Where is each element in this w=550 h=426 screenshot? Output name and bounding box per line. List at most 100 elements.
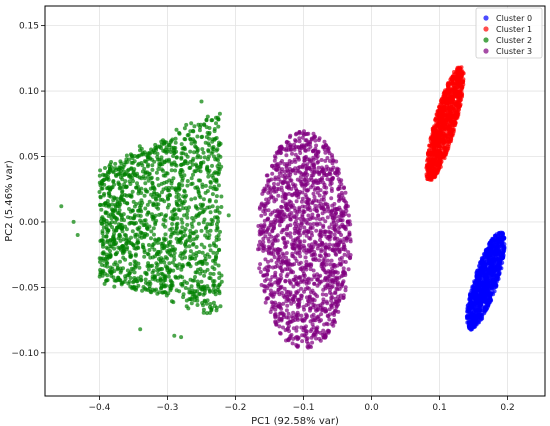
cluster-2-point [174, 236, 179, 241]
cluster-3-point [311, 155, 316, 160]
cluster-2-point [203, 190, 208, 195]
cluster-2-point [112, 246, 117, 251]
cluster-3-point [310, 322, 315, 327]
cluster-3-point [272, 290, 277, 295]
cluster-3-point [323, 150, 328, 155]
cluster-3-point [307, 236, 312, 240]
cluster-0-point [500, 234, 505, 238]
cluster-2-point [123, 179, 128, 184]
cluster-2-point [145, 227, 150, 232]
cluster-2-point [190, 158, 195, 163]
cluster-2-point [187, 244, 192, 249]
cluster-3-point [312, 170, 316, 174]
x-tick-label: −0.3 [157, 403, 179, 413]
cluster-3-point [340, 193, 345, 198]
cluster-2-point [219, 205, 224, 209]
cluster-3-point [313, 242, 318, 247]
cluster-2-point [199, 135, 204, 140]
cluster-3-point [318, 228, 323, 233]
cluster-0-point [500, 251, 505, 256]
cluster-2-point [101, 225, 106, 230]
cluster-2-point [143, 287, 148, 292]
cluster-3-point [341, 211, 346, 215]
cluster-3-point [280, 259, 285, 264]
cluster-2-point [113, 161, 118, 166]
cluster-2-point [102, 201, 107, 206]
cluster-2-point [211, 272, 216, 276]
cluster-2-point [174, 127, 179, 132]
cluster-2-point [169, 283, 174, 288]
cluster-2-point [219, 194, 224, 199]
cluster-3-point [277, 148, 282, 153]
cluster-3-point [286, 315, 291, 320]
cluster-2-point [186, 261, 191, 266]
cluster-2-point [119, 281, 124, 286]
cluster-2-point [171, 300, 176, 305]
cluster-3-point [346, 213, 351, 218]
cluster-2-point [143, 277, 148, 282]
cluster-3-point [310, 242, 314, 247]
cluster-3-point [330, 212, 334, 217]
cluster-0-point [490, 271, 494, 276]
cluster-3-point [303, 148, 308, 153]
cluster-3-point [286, 202, 291, 206]
cluster-2-point [155, 176, 160, 181]
cluster-3-point [267, 239, 271, 244]
cluster-2-point [211, 250, 216, 255]
cluster-1-point [435, 129, 440, 134]
cluster-1-point [447, 81, 452, 86]
cluster-3-point [316, 213, 321, 218]
cluster-2-point [214, 194, 219, 199]
cluster-2-point [185, 238, 190, 243]
cluster-3-point [265, 217, 270, 222]
cluster-2-point [122, 169, 126, 174]
cluster-3-point [273, 280, 278, 285]
cluster-2-point [214, 228, 219, 233]
cluster-3-point [314, 228, 319, 233]
cluster-2-point [127, 174, 132, 179]
cluster-2-point [104, 260, 109, 265]
cluster-3-point [271, 186, 276, 190]
cluster-2-point [127, 250, 132, 255]
cluster-3-point [316, 274, 321, 279]
cluster-3-point [341, 296, 346, 300]
cluster-2-point [101, 251, 106, 256]
cluster-3-point [331, 218, 336, 223]
cluster-2-point [113, 172, 118, 177]
cluster-2-point [185, 179, 190, 183]
cluster-2-point [170, 260, 175, 265]
cluster-3-point [297, 205, 302, 210]
cluster-2-point [135, 181, 139, 186]
cluster-3-point [302, 333, 307, 338]
cluster-3-point [292, 246, 297, 251]
cluster-2-point [169, 168, 174, 173]
cluster-3-point [321, 223, 326, 228]
cluster-2-point [155, 155, 160, 159]
cluster-3-point [276, 177, 281, 182]
cluster-2-point [156, 206, 161, 211]
cluster-0-point [496, 257, 500, 262]
cluster-3-point [277, 166, 282, 171]
cluster-2-point [130, 208, 135, 213]
cluster-2-point [106, 214, 111, 218]
cluster-3-point [314, 216, 319, 221]
cluster-2-point [99, 207, 104, 212]
cluster-3-point [285, 233, 290, 238]
cluster-2-point [104, 278, 109, 283]
cluster-2-point [140, 288, 145, 293]
cluster-2-point [174, 225, 179, 230]
cluster-2-point [189, 284, 194, 289]
cluster-3-point [331, 273, 336, 278]
cluster-2-point [101, 241, 106, 246]
cluster-1-point [451, 122, 456, 127]
cluster-2-point [199, 279, 204, 284]
cluster-2-point [149, 175, 154, 180]
cluster-3-point [273, 274, 278, 279]
cluster-2-point [139, 161, 144, 165]
cluster-3-point [319, 312, 324, 317]
cluster-2-point [195, 303, 200, 307]
cluster-3-point [283, 169, 288, 174]
cluster-0-point [472, 316, 477, 321]
cluster-3-point [284, 289, 289, 294]
cluster-3-point [332, 263, 337, 267]
